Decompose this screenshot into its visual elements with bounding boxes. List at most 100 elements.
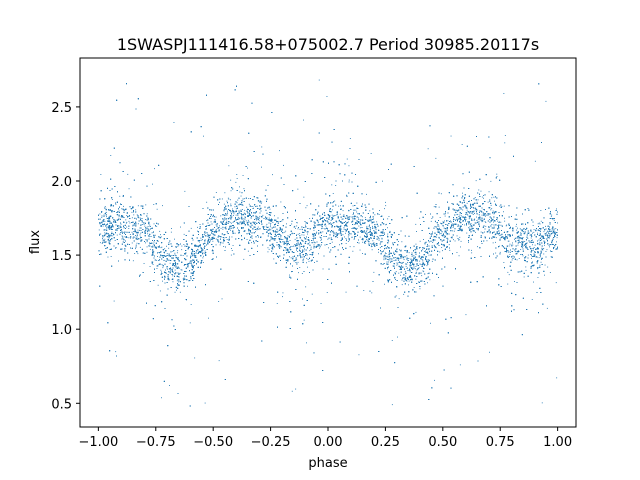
data-point <box>123 205 124 207</box>
data-point <box>101 222 102 223</box>
data-point <box>115 351 117 353</box>
data-point <box>481 218 483 220</box>
data-point <box>353 246 355 248</box>
data-point <box>471 235 473 236</box>
data-point <box>203 247 205 249</box>
data-point <box>311 293 313 295</box>
data-point <box>387 233 389 235</box>
data-point <box>135 248 136 250</box>
data-point <box>453 239 454 241</box>
data-point <box>247 167 248 169</box>
data-point <box>299 267 301 268</box>
data-point <box>452 230 454 232</box>
data-point <box>181 249 183 251</box>
data-point <box>224 192 226 194</box>
data-point <box>175 262 176 263</box>
data-point <box>481 196 483 198</box>
data-point <box>221 221 223 223</box>
data-point <box>544 237 546 239</box>
chart-title: 1SWASPJ111416.58+075002.7 Period 30985.2… <box>117 35 539 54</box>
data-point <box>251 242 252 244</box>
data-point <box>228 198 230 200</box>
data-point <box>313 241 315 243</box>
data-point <box>451 224 453 225</box>
data-point <box>364 217 366 219</box>
data-point <box>183 244 185 245</box>
data-point <box>415 247 417 249</box>
data-point <box>418 268 419 269</box>
data-point <box>105 207 107 209</box>
data-point <box>236 178 238 179</box>
data-point <box>140 224 141 226</box>
data-point <box>269 228 271 230</box>
data-point <box>289 240 291 241</box>
data-point <box>167 268 169 270</box>
data-point <box>424 251 426 252</box>
data-point <box>133 225 135 227</box>
data-point <box>375 229 377 231</box>
data-point <box>189 260 191 262</box>
data-point <box>143 223 145 225</box>
data-point <box>107 239 109 241</box>
data-point <box>273 258 275 260</box>
data-point <box>189 280 191 281</box>
data-point <box>109 221 111 223</box>
data-point <box>468 241 469 243</box>
data-point <box>335 185 337 186</box>
data-point <box>460 208 462 210</box>
data-point <box>282 296 283 298</box>
data-point <box>517 250 519 252</box>
data-point <box>204 231 205 233</box>
data-point <box>268 217 270 219</box>
data-point <box>230 222 232 224</box>
data-point <box>435 247 437 249</box>
data-point <box>148 226 150 227</box>
data-point <box>471 252 473 254</box>
data-point <box>455 219 457 221</box>
data-point <box>226 220 228 222</box>
data-point <box>352 230 353 232</box>
data-point <box>268 248 270 250</box>
data-point <box>99 213 101 215</box>
data-point <box>479 214 480 216</box>
data-point <box>172 271 173 273</box>
data-point <box>391 340 393 341</box>
data-point <box>323 217 324 218</box>
data-point <box>319 247 320 249</box>
data-point <box>223 214 224 216</box>
data-point <box>169 385 170 386</box>
data-point <box>128 228 130 229</box>
data-point <box>438 225 440 227</box>
data-point <box>489 219 490 220</box>
data-point <box>126 221 128 223</box>
data-point <box>557 222 558 224</box>
data-point <box>371 249 373 251</box>
data-point <box>109 235 111 237</box>
data-point <box>465 207 467 209</box>
data-point <box>320 239 322 241</box>
data-point <box>145 239 147 241</box>
data-point <box>330 239 332 241</box>
data-point <box>353 223 355 225</box>
data-point <box>483 218 485 220</box>
data-point <box>349 138 351 139</box>
data-point <box>258 228 260 230</box>
data-point <box>530 237 532 239</box>
data-point <box>285 249 287 251</box>
data-point <box>406 255 408 257</box>
data-point <box>415 243 417 245</box>
data-point <box>180 269 182 271</box>
data-point <box>183 265 185 266</box>
data-point <box>326 292 328 293</box>
data-point <box>244 218 246 220</box>
data-point <box>110 256 112 257</box>
data-point <box>267 251 269 253</box>
data-point <box>321 228 322 230</box>
data-point <box>261 221 262 223</box>
data-point <box>287 235 289 237</box>
data-point <box>340 205 341 207</box>
data-point <box>486 240 488 242</box>
data-point <box>190 304 192 305</box>
data-point <box>508 274 510 276</box>
data-point <box>170 255 172 257</box>
